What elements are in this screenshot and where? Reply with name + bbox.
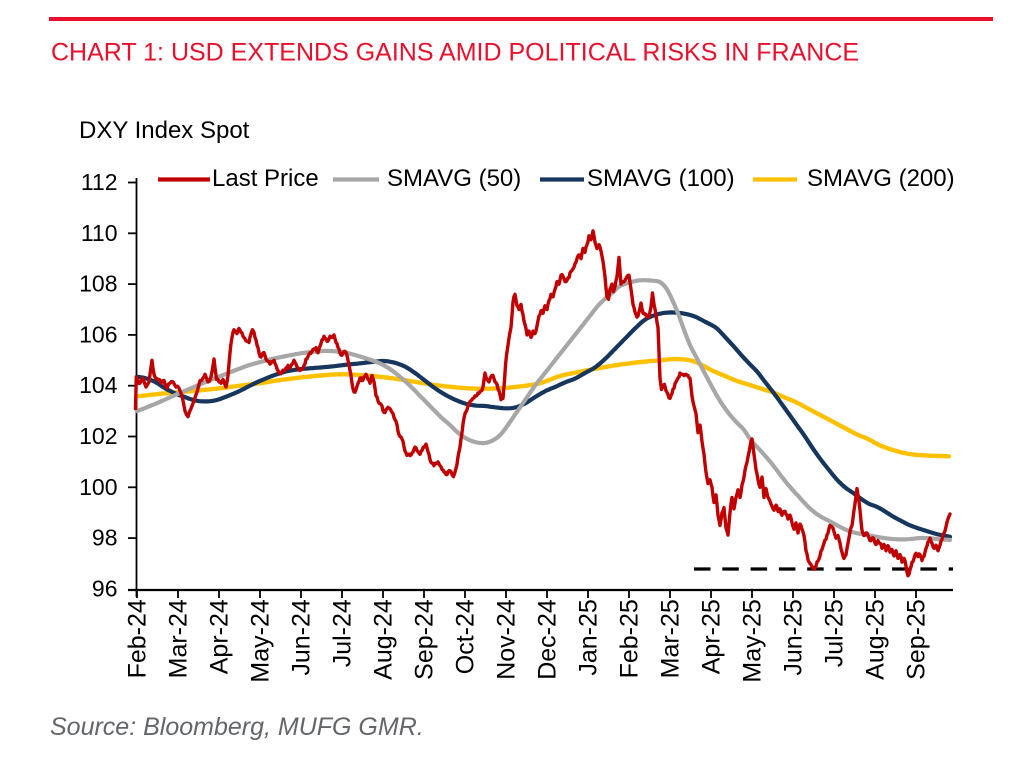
svg-text:100: 100 [79,474,117,500]
svg-text:Feb-24: Feb-24 [124,599,152,678]
svg-text:Last Price: Last Price [212,165,319,192]
svg-text:Jan-25: Jan-25 [575,599,603,675]
svg-text:May-25: May-25 [739,599,767,682]
svg-text:May-24: May-24 [247,599,275,682]
svg-text:Apr-24: Apr-24 [206,599,234,674]
svg-text:Jun-25: Jun-25 [780,599,808,675]
svg-text:96: 96 [92,575,118,601]
svg-text:Apr-25: Apr-25 [698,599,726,674]
svg-text:CHART 1: USD EXTENDS GAINS AMI: CHART 1: USD EXTENDS GAINS AMID POLITICA… [51,39,859,67]
svg-text:SMAVG (50): SMAVG (50) [387,165,521,192]
svg-text:SMAVG (100): SMAVG (100) [587,165,735,192]
svg-text:Jul-25: Jul-25 [821,599,849,667]
svg-text:Sep-24: Sep-24 [411,599,439,680]
svg-text:Jun-24: Jun-24 [288,599,316,676]
svg-text:Oct-24: Oct-24 [452,599,480,674]
svg-text:Mar-24: Mar-24 [165,599,193,678]
svg-text:102: 102 [79,423,117,449]
svg-text:Mar-25: Mar-25 [657,599,685,678]
svg-text:Aug-25: Aug-25 [862,599,890,680]
svg-text:106: 106 [79,321,117,347]
svg-text:Sep-25: Sep-25 [903,599,931,680]
svg-text:Feb-25: Feb-25 [616,599,644,678]
svg-text:Jul-24: Jul-24 [329,599,357,667]
svg-text:104: 104 [79,372,118,398]
svg-text:108: 108 [79,271,117,297]
svg-text:DXY Index Spot: DXY Index Spot [79,117,250,144]
svg-text:Source: Bloomberg, MUFG GMR.: Source: Bloomberg, MUFG GMR. [50,713,424,741]
svg-text:98: 98 [92,525,118,551]
svg-text:110: 110 [81,220,118,246]
svg-text:SMAVG (200): SMAVG (200) [807,165,955,192]
svg-text:112: 112 [81,169,118,195]
svg-text:Nov-24: Nov-24 [493,599,521,680]
svg-text:Aug-24: Aug-24 [370,599,398,680]
svg-text:Dec-24: Dec-24 [534,599,562,680]
